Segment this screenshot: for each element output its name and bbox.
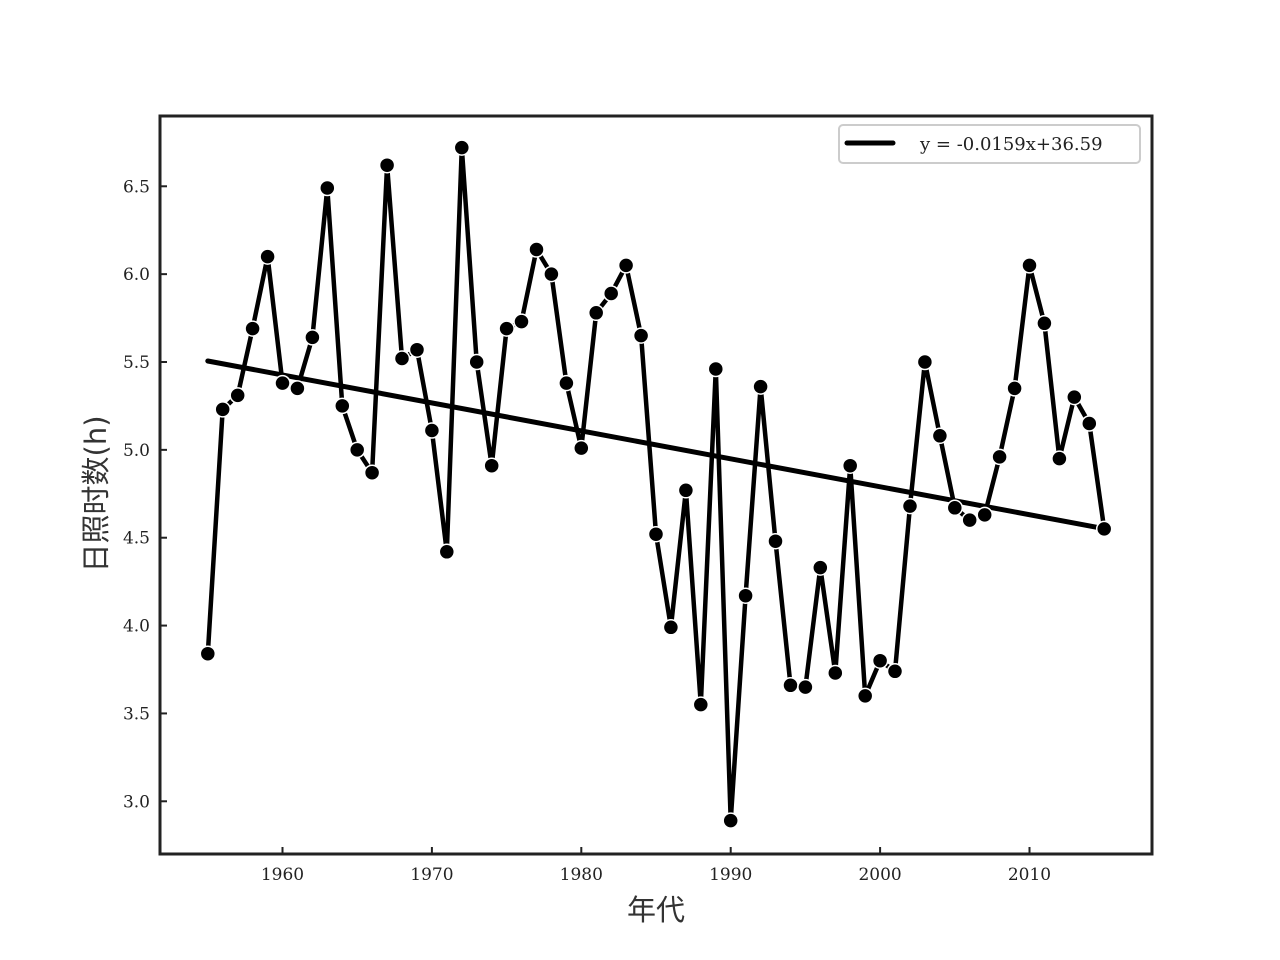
y-tick-label: 4.5 — [123, 529, 150, 549]
data-point — [438, 543, 456, 561]
data-point — [752, 378, 769, 395]
data-point — [274, 374, 291, 392]
data-point — [244, 320, 261, 337]
data-point — [632, 327, 650, 344]
data-point — [558, 374, 575, 392]
data-point — [573, 439, 590, 457]
data-point — [513, 313, 530, 330]
data-point — [1066, 388, 1083, 406]
data-point — [259, 248, 276, 265]
data-point — [453, 139, 471, 156]
y-axis-title: 日照时数(h) — [79, 415, 113, 572]
data-point — [722, 812, 739, 829]
data-point — [662, 619, 680, 636]
y-tick-label: 5.0 — [123, 441, 150, 461]
data-point — [886, 663, 904, 680]
legend-label-trend: y = -0.0159x+36.59 — [919, 134, 1103, 155]
data-point — [946, 499, 964, 517]
data-point — [1021, 257, 1038, 274]
legend: y = -0.0159x+36.59 — [838, 124, 1141, 164]
data-markers — [199, 139, 1113, 829]
data-point — [856, 687, 874, 705]
x-tick-label: 1980 — [560, 865, 603, 885]
data-line — [205, 145, 1107, 823]
data-point — [901, 497, 919, 515]
data-point — [1006, 380, 1023, 397]
data-point — [1095, 520, 1113, 538]
data-point — [976, 506, 993, 524]
data-point — [498, 320, 515, 337]
data-point — [737, 587, 754, 604]
data-point — [707, 360, 725, 378]
data-point — [587, 304, 605, 322]
data-point — [916, 353, 934, 371]
data-point — [617, 257, 635, 274]
data-point — [483, 457, 500, 474]
y-tick-label: 5.5 — [123, 353, 150, 373]
data-point — [468, 353, 485, 371]
x-tick-label: 1990 — [709, 865, 752, 885]
data-point — [1081, 415, 1098, 432]
data-point — [647, 525, 665, 543]
data-point — [348, 441, 366, 459]
data-point — [991, 448, 1008, 466]
data-point — [1036, 315, 1053, 332]
y-axis-ticks: 3.0 3.5 4.0 4.5 5.0 5.5 6.0 6.5 — [123, 177, 167, 812]
data-point — [961, 511, 978, 529]
data-point — [767, 532, 784, 550]
data-point — [199, 645, 217, 662]
data-point — [692, 696, 710, 713]
data-point — [528, 241, 545, 258]
data-point — [393, 350, 411, 367]
x-axis-title: 年代 — [627, 893, 685, 927]
data-point — [841, 457, 859, 474]
data-point — [782, 677, 799, 694]
data-point — [812, 559, 829, 576]
data-point — [677, 482, 695, 499]
data-point — [304, 329, 321, 346]
plot-frame — [158, 114, 1154, 856]
data-point — [229, 387, 246, 404]
data-point — [931, 427, 949, 445]
data-point — [1051, 450, 1068, 467]
data-point — [214, 401, 231, 418]
data-point — [378, 156, 396, 174]
x-tick-label: 2010 — [1008, 865, 1051, 885]
x-tick-label: 2000 — [858, 865, 901, 885]
x-tick-label: 1970 — [410, 865, 453, 885]
data-point — [334, 397, 351, 415]
data-point — [289, 380, 306, 397]
data-point — [797, 678, 814, 696]
data-point — [871, 652, 889, 669]
y-tick-label: 6.5 — [123, 177, 150, 197]
x-axis-ticks: 1960 1970 1980 1990 2000 2010 — [261, 847, 1051, 885]
y-tick-label: 3.5 — [123, 704, 150, 724]
y-tick-label: 6.0 — [123, 265, 150, 285]
data-point — [363, 464, 381, 481]
y-tick-label: 4.0 — [123, 617, 150, 637]
data-point — [423, 422, 441, 439]
y-tick-label: 3.0 — [123, 792, 150, 812]
data-point — [543, 265, 560, 283]
data-point — [408, 341, 426, 358]
data-point — [319, 179, 336, 197]
legend-box — [838, 124, 1141, 164]
x-tick-label: 1960 — [261, 865, 304, 885]
data-point — [602, 285, 620, 302]
data-point — [827, 664, 844, 682]
